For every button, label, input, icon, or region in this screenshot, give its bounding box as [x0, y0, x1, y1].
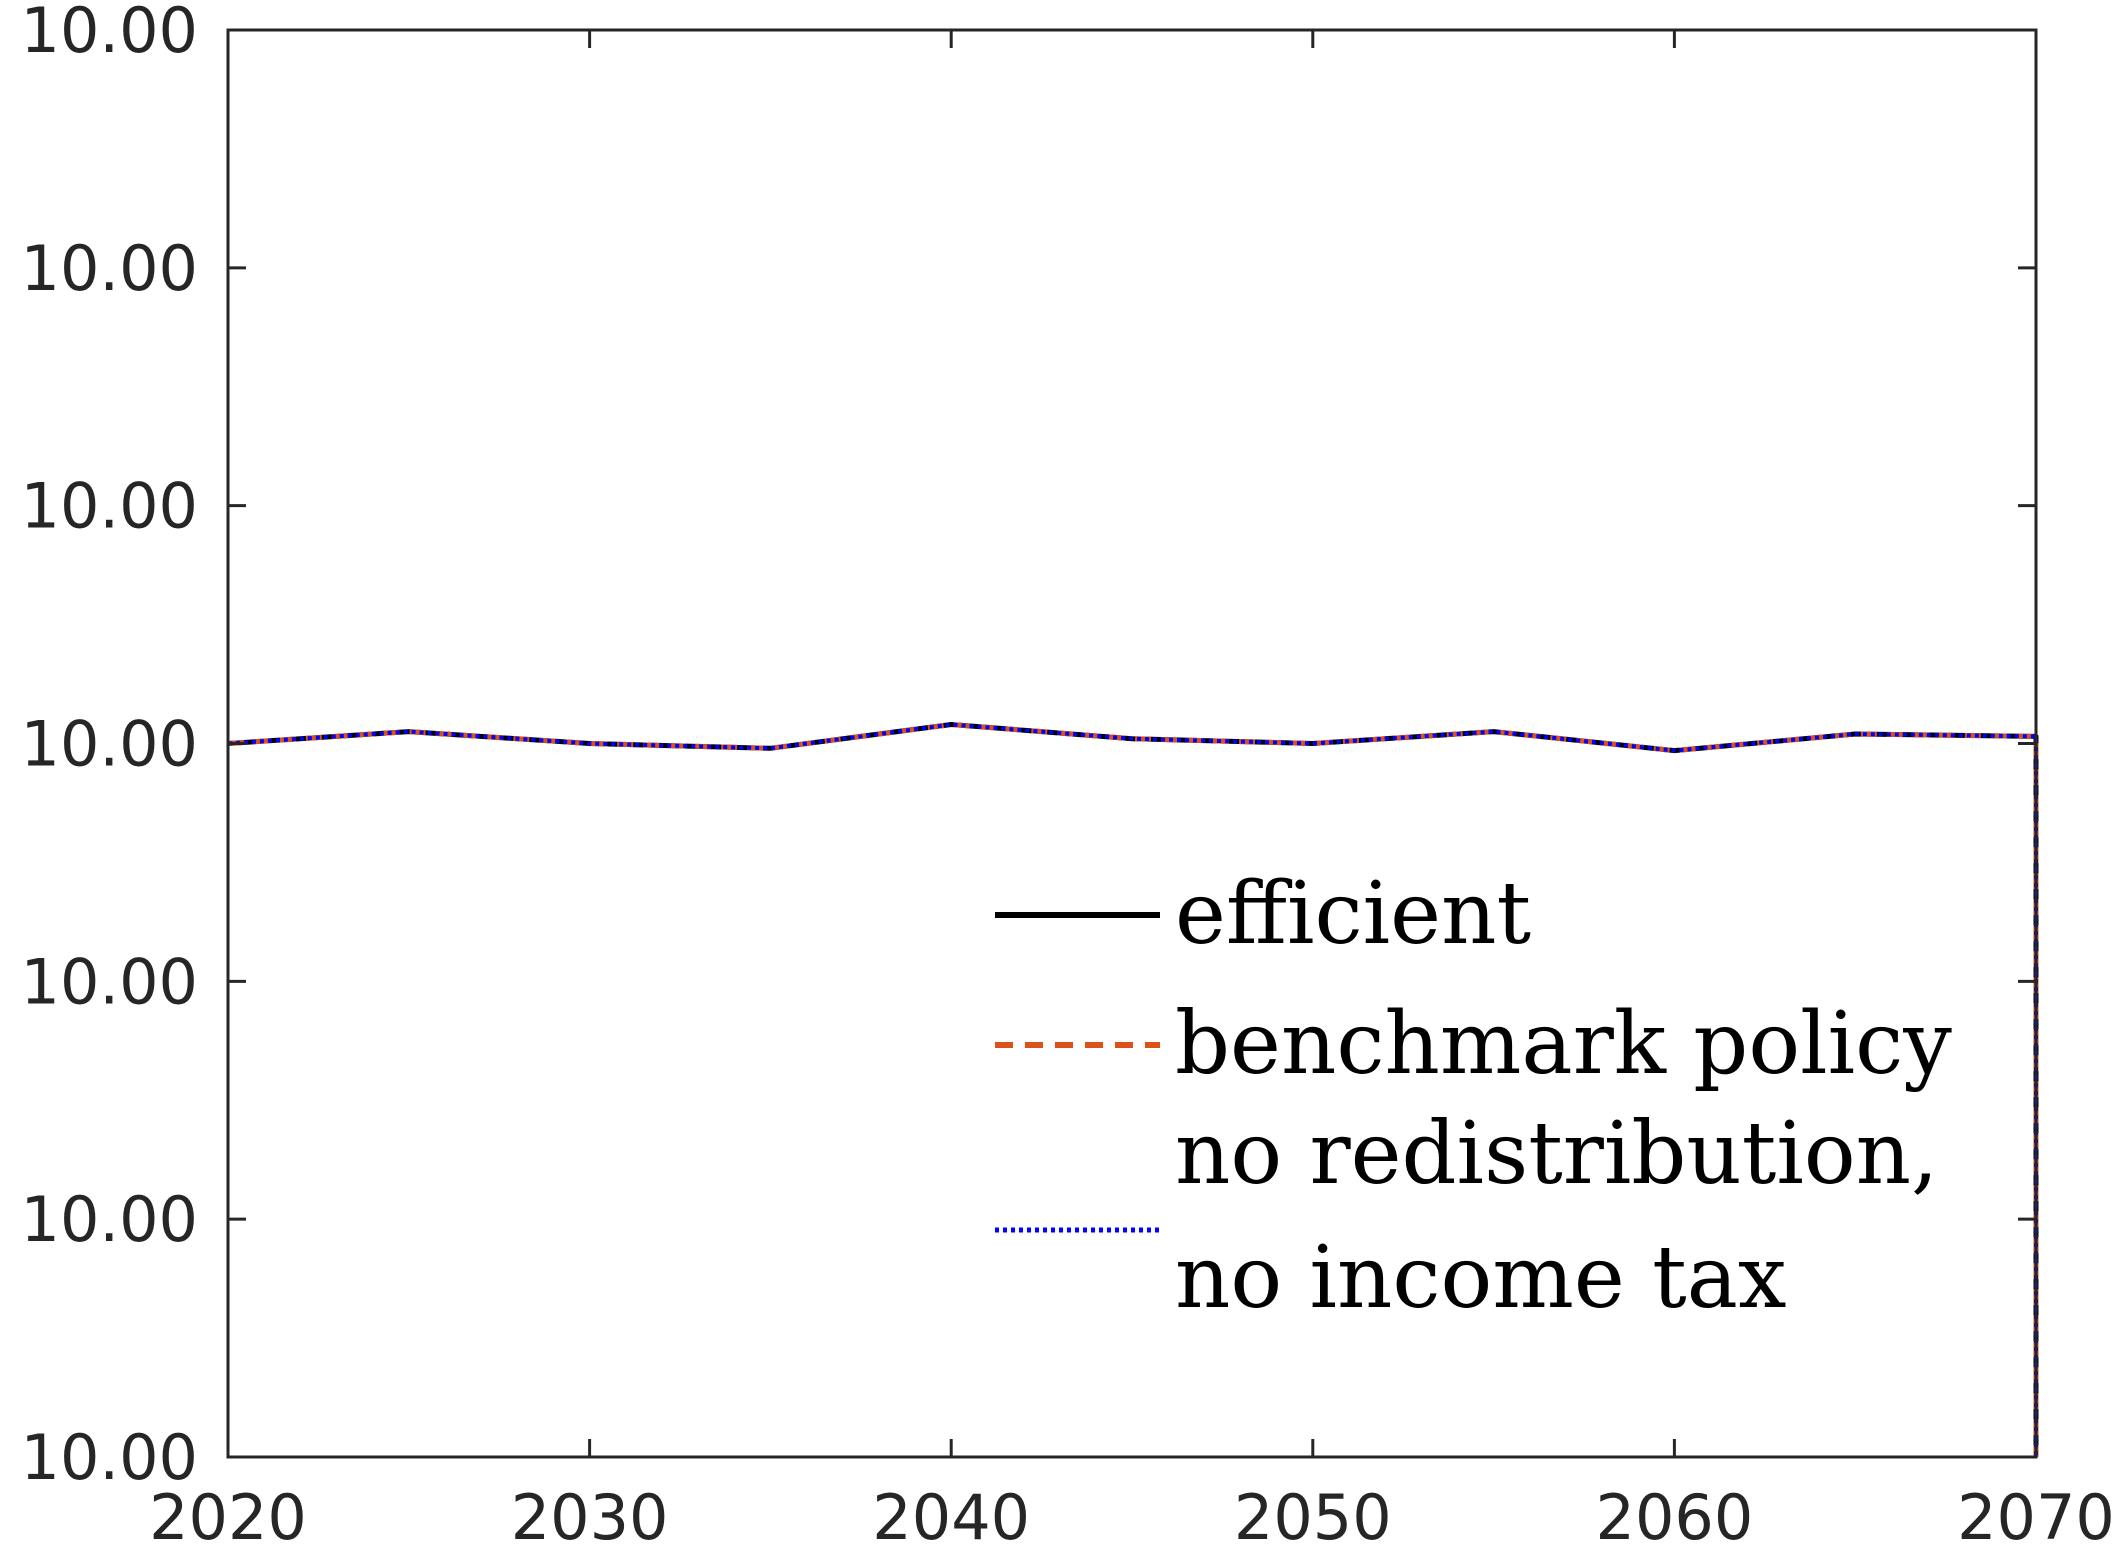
y-tick-label: 10.00 — [21, 1421, 199, 1494]
legend-label-no-redistribution-line1: no redistribution, — [1175, 1104, 1938, 1204]
series-line-1 — [227, 722, 2039, 1457]
y-tick-label: 10.00 — [21, 470, 199, 543]
y-tick-label: 10.00 — [21, 945, 199, 1018]
axis-ticks: 2020 2030 2040 2050 2060 2070 10.00 10.00 10.00 1… — [21, 0, 2115, 1554]
x-tick-label: 2060 — [1596, 1481, 1754, 1554]
x-tick-label: 2070 — [1957, 1481, 2115, 1554]
y-tick-label: 10.00 — [21, 0, 199, 67]
legend-label-efficient: efficient — [1175, 864, 1531, 964]
y-tick-label: 10.00 — [21, 232, 199, 305]
series-layer — [227, 722, 2039, 1457]
x-tick-label: 2020 — [149, 1481, 307, 1554]
y-tick-label: 10.00 — [21, 1183, 199, 1256]
x-tick-label: 2040 — [872, 1481, 1030, 1554]
legend-label-benchmark: benchmark policy — [1175, 994, 1952, 1094]
legend-label-no-redistribution-line2: no income tax — [1175, 1228, 1786, 1328]
y-tick-label: 10.00 — [21, 708, 199, 781]
x-tick-label: 2050 — [1234, 1481, 1392, 1554]
x-tick-label: 2030 — [511, 1481, 669, 1554]
